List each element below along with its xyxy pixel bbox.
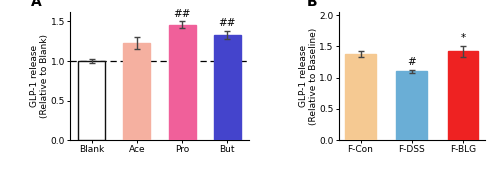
Y-axis label: GLP-1 release
(Relative to Baseline): GLP-1 release (Relative to Baseline) xyxy=(298,28,318,125)
Bar xyxy=(78,61,106,140)
Bar xyxy=(124,43,150,140)
Text: *: * xyxy=(460,33,466,43)
Text: #: # xyxy=(408,57,416,67)
Text: A: A xyxy=(30,0,42,9)
Bar xyxy=(214,35,241,140)
Bar xyxy=(448,51,478,140)
Y-axis label: GLP-1 release
(Relative to Blank): GLP-1 release (Relative to Blank) xyxy=(30,34,50,118)
Bar xyxy=(168,25,196,140)
Text: ##: ## xyxy=(174,9,191,19)
Text: B: B xyxy=(306,0,317,9)
Bar xyxy=(396,71,427,140)
Text: ##: ## xyxy=(218,18,236,28)
Bar xyxy=(345,54,376,140)
